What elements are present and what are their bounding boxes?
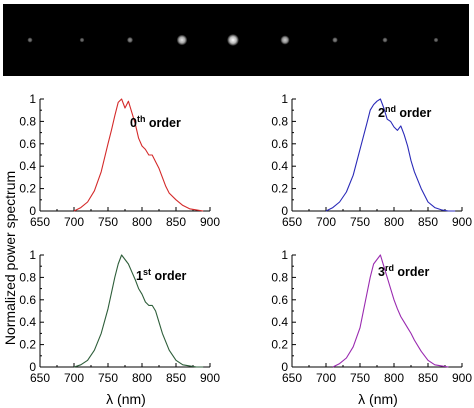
diffraction-spot <box>332 37 338 43</box>
x-tick-label: 700 <box>64 215 84 229</box>
diffraction-spot <box>79 37 85 43</box>
y-tick-label: 0.8 <box>271 114 288 128</box>
diffraction-spot <box>27 37 33 43</box>
order-label: 1st order <box>136 267 187 283</box>
order-suffix: rd <box>385 263 394 273</box>
x-axis-title-right: λ (nm) <box>358 391 398 407</box>
spectrum-panel: 0 0.2 0.4 0.6 0.8 1 650 700 750 800 850 900 3rd orde… <box>271 248 472 385</box>
y-tick-label: 0 <box>281 204 288 218</box>
y-tick-label: 0.8 <box>19 114 36 128</box>
y-tick-label: 0 <box>29 204 36 218</box>
x-tick-label: 650 <box>282 215 302 229</box>
x-tick-label: 750 <box>350 371 370 385</box>
order-word: order <box>394 265 430 279</box>
x-tick-label: 700 <box>64 371 84 385</box>
order-suffix: th <box>137 114 146 124</box>
y-tick-label: 0.6 <box>19 293 36 307</box>
diffraction-spot <box>382 37 388 43</box>
y-axis-title: Normalized power spectrum <box>2 171 18 345</box>
y-tick-label: 0.2 <box>271 338 288 352</box>
y-tick-label: 0.6 <box>271 293 288 307</box>
order-word: order <box>151 269 187 283</box>
order-number: 2 <box>378 106 385 120</box>
x-tick-label: 650 <box>282 371 302 385</box>
spectrum-line <box>73 98 204 212</box>
y-tick-label: 0.6 <box>19 137 36 151</box>
diffraction-spot <box>176 34 188 46</box>
order-label: 3rd order <box>378 263 430 279</box>
y-tick-label: 0.8 <box>19 270 36 284</box>
y-tick-label: 0 <box>281 360 288 374</box>
x-tick-label: 900 <box>200 215 220 229</box>
order-suffix: nd <box>385 104 396 114</box>
order-suffix: st <box>143 267 151 277</box>
y-tick-label: 1 <box>281 248 288 262</box>
x-tick-label: 750 <box>98 371 118 385</box>
order-number: 3 <box>378 265 385 279</box>
x-tick-label: 850 <box>166 215 186 229</box>
y-tick-label: 1 <box>29 92 36 106</box>
y-tick-label: 0.4 <box>271 315 288 329</box>
x-tick-label: 650 <box>30 215 50 229</box>
x-tick-label: 850 <box>418 215 438 229</box>
spectrum-line <box>73 254 204 368</box>
x-tick-label: 900 <box>200 371 220 385</box>
x-tick-label: 900 <box>452 371 472 385</box>
diffraction-spot <box>280 35 290 45</box>
y-tick-label: 0.4 <box>19 315 36 329</box>
order-word: order <box>396 106 432 120</box>
diffraction-spots <box>27 34 439 46</box>
x-tick-label: 850 <box>418 371 438 385</box>
x-tick-label: 800 <box>132 215 152 229</box>
x-tick-label: 700 <box>316 371 336 385</box>
order-word: order <box>145 116 181 130</box>
order-label: 2nd order <box>378 104 432 120</box>
diffraction-spot <box>126 36 134 44</box>
order-number: 1 <box>136 269 143 283</box>
x-tick-label: 850 <box>166 371 186 385</box>
spectrum-line <box>325 98 456 212</box>
x-tick-label: 750 <box>350 215 370 229</box>
spectrum-panel: 0 0.2 0.4 0.6 0.8 1 650 700 750 800 850 900 2nd orde… <box>271 92 472 229</box>
x-tick-label: 800 <box>384 215 404 229</box>
x-tick-label: 900 <box>452 215 472 229</box>
y-tick-label: 0.2 <box>19 182 36 196</box>
diffraction-spot <box>433 37 439 43</box>
y-tick-label: 0 <box>29 360 36 374</box>
x-tick-label: 800 <box>384 371 404 385</box>
y-tick-label: 0.2 <box>19 338 36 352</box>
x-tick-label: 700 <box>316 215 336 229</box>
y-tick-label: 1 <box>281 92 288 106</box>
y-tick-label: 0.4 <box>19 159 36 173</box>
order-label: 0th order <box>130 114 181 130</box>
order-number: 0 <box>130 116 137 130</box>
y-tick-label: 0.8 <box>271 270 288 284</box>
y-tick-label: 0.6 <box>271 137 288 151</box>
spectrum-line <box>332 254 449 368</box>
x-axis-title-left: λ (nm) <box>106 391 146 407</box>
x-tick-label: 750 <box>98 215 118 229</box>
x-tick-label: 800 <box>132 371 152 385</box>
y-tick-label: 0.2 <box>271 182 288 196</box>
y-tick-label: 0.4 <box>271 159 288 173</box>
x-tick-label: 650 <box>30 371 50 385</box>
diffraction-spot <box>227 34 239 46</box>
y-tick-label: 1 <box>29 248 36 262</box>
